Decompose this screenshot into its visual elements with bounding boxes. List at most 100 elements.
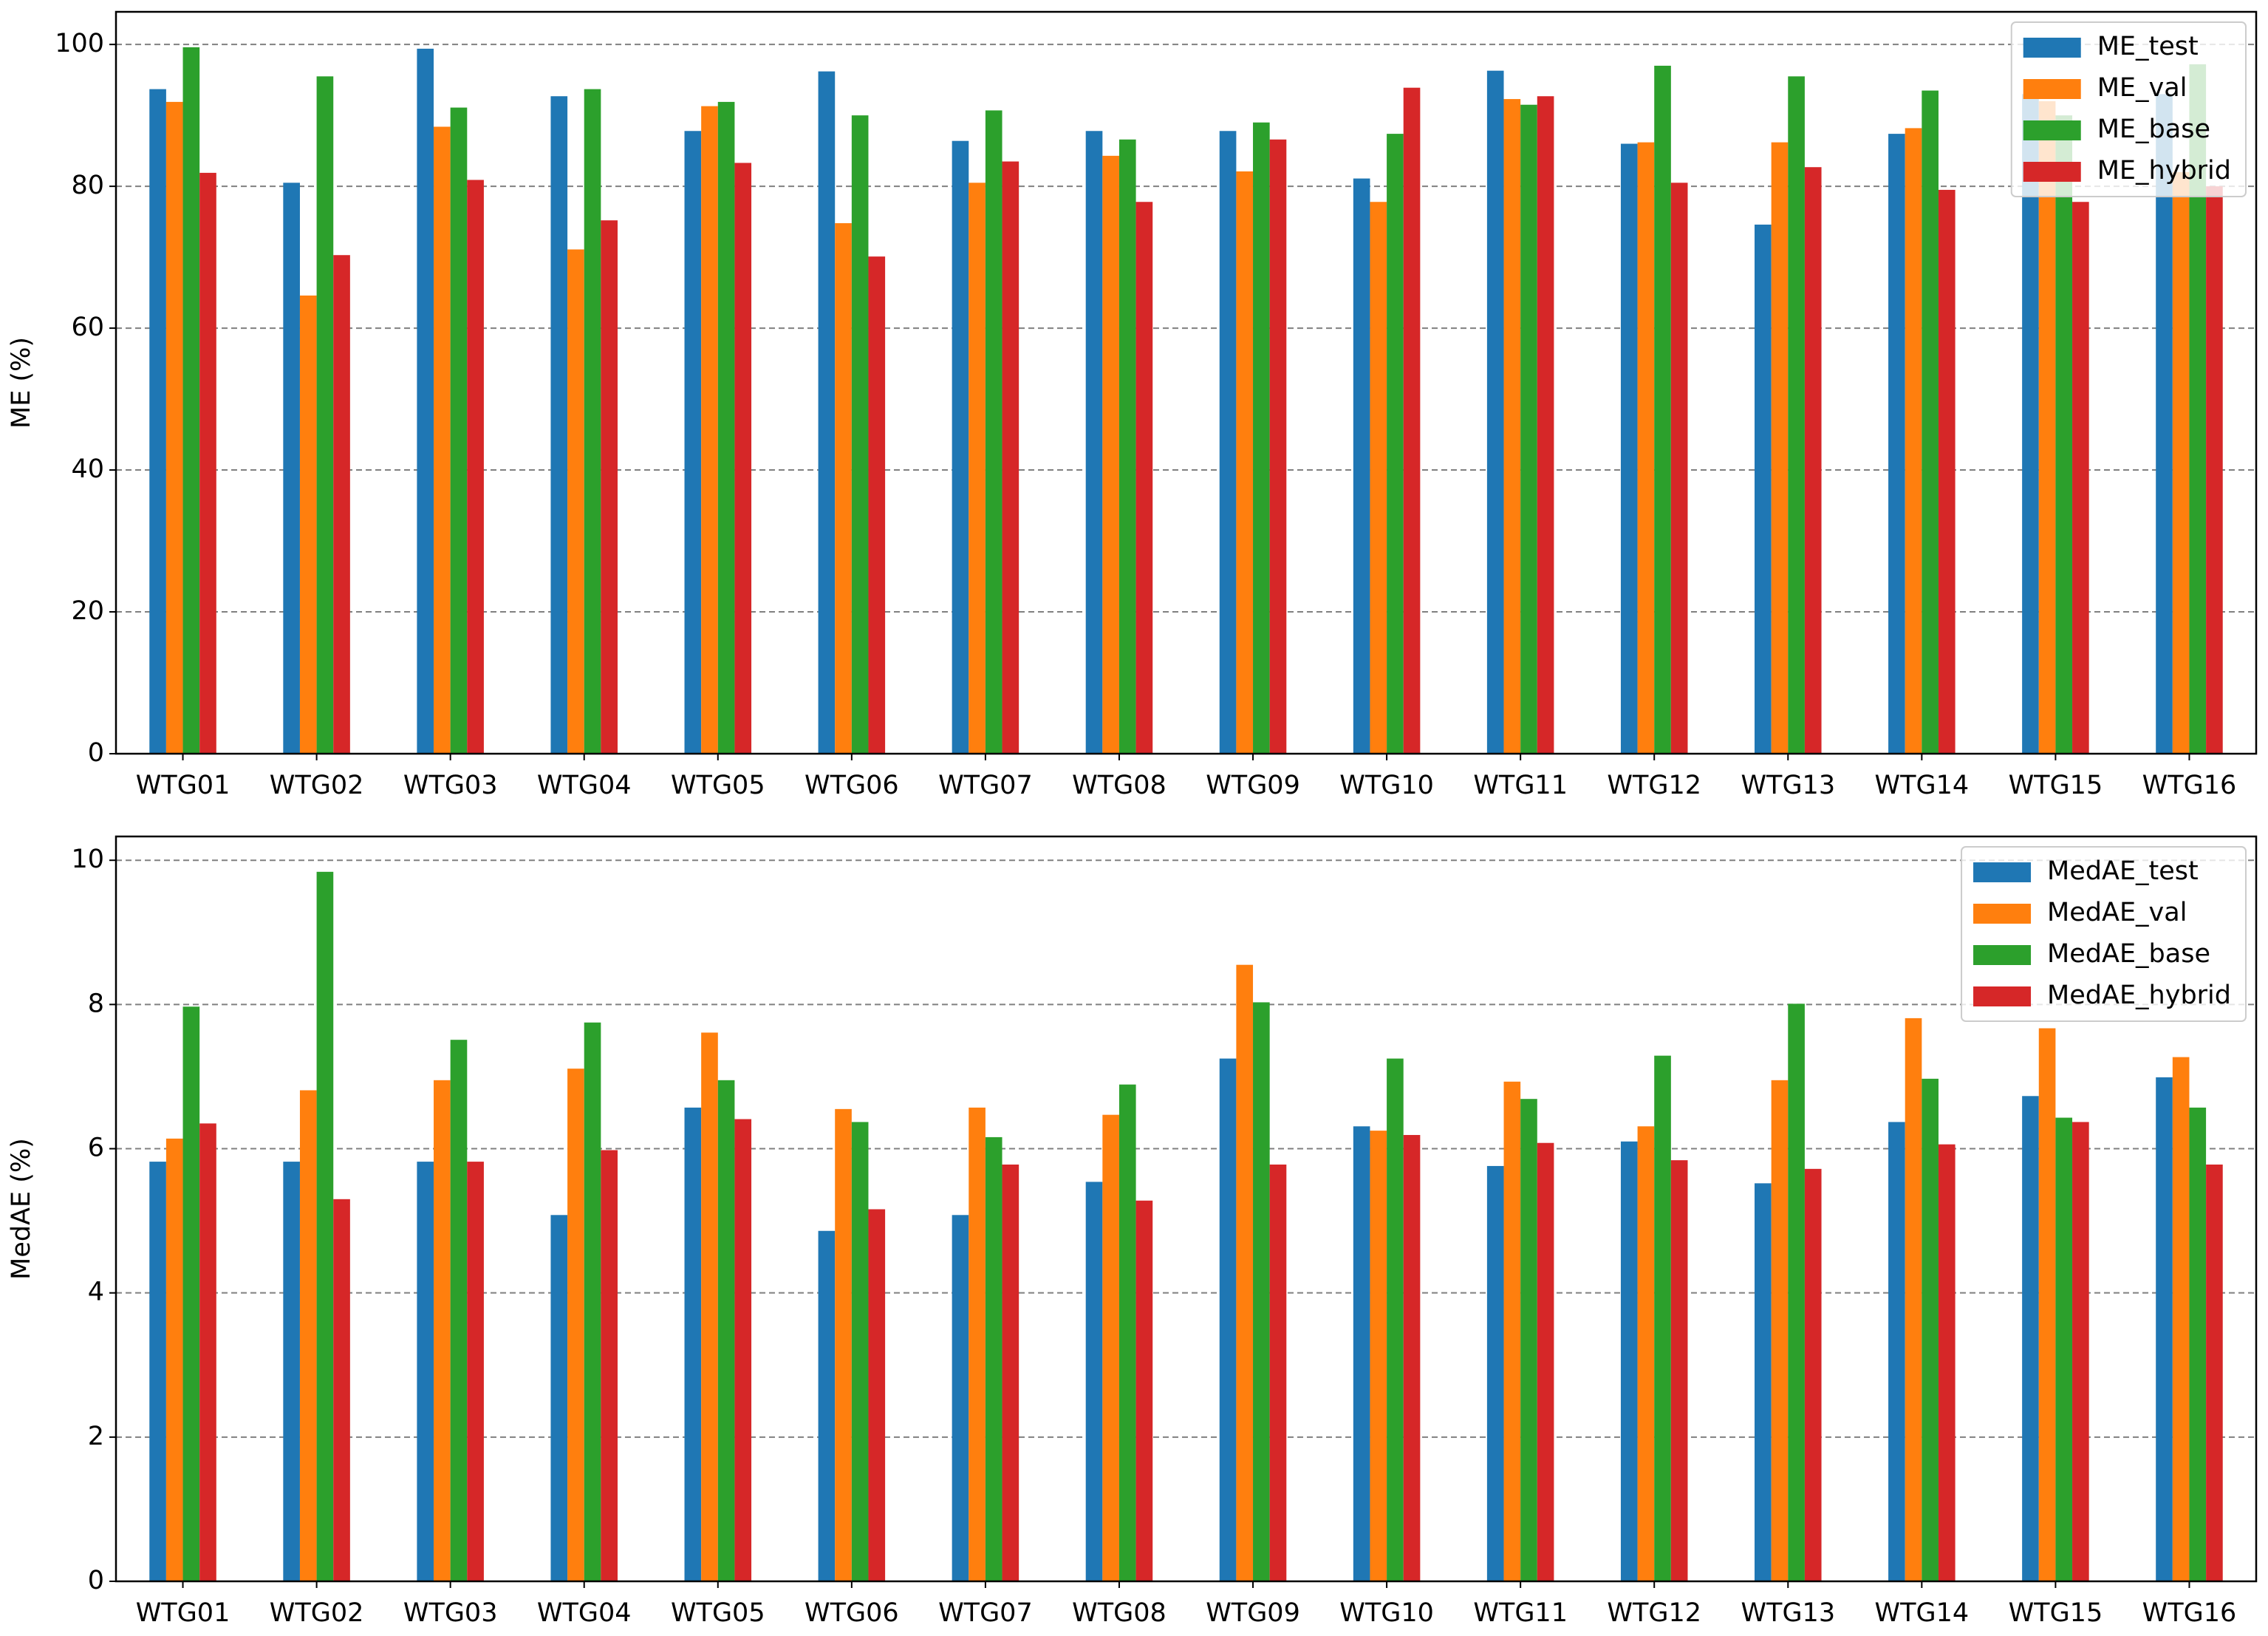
bar	[1353, 178, 1370, 754]
x-tick-label: WTG16	[2142, 1598, 2237, 1628]
bar	[149, 89, 166, 754]
bar	[1755, 1183, 1772, 1581]
bar	[1905, 128, 1922, 754]
x-tick-label: WTG02	[270, 771, 364, 800]
x-tick-label: WTG13	[1741, 771, 1835, 800]
x-tick-label: WTG02	[270, 1598, 364, 1628]
bar	[1486, 1165, 1504, 1581]
legend-label: MedAE_hybrid	[2047, 981, 2231, 1010]
legend-swatch	[2023, 38, 2081, 58]
y-tick-label: 60	[71, 313, 104, 342]
bar	[467, 180, 484, 754]
legend-swatch	[2023, 79, 2081, 99]
bar	[1370, 202, 1387, 754]
bar	[818, 1230, 836, 1581]
y-tick-label: 80	[71, 171, 104, 200]
bar	[1370, 1131, 1387, 1581]
bar	[2206, 1164, 2223, 1581]
bar	[1002, 161, 1019, 754]
x-tick-label: WTG07	[938, 771, 1033, 800]
bar	[2189, 64, 2207, 754]
legend-swatch	[2023, 162, 2081, 182]
bar	[601, 220, 618, 754]
bar	[851, 1122, 869, 1581]
bar	[550, 96, 568, 754]
bar	[1269, 1164, 1287, 1581]
x-tick-label: WTG01	[136, 771, 230, 800]
x-tick-label: WTG03	[403, 1598, 498, 1628]
bar	[2072, 1122, 2089, 1581]
x-tick-label: WTG06	[805, 771, 899, 800]
bar	[467, 1162, 484, 1581]
bar	[1637, 1126, 1655, 1581]
y-axis-label: ME (%)	[7, 337, 36, 429]
x-tick-label: WTG11	[1473, 771, 1568, 800]
bar	[1269, 139, 1287, 754]
bar	[818, 71, 836, 754]
bar	[851, 115, 869, 754]
bar	[1387, 1058, 1404, 1581]
bar	[1219, 1058, 1237, 1581]
x-tick-label: WTG15	[2009, 771, 2103, 800]
bar	[1804, 1168, 1822, 1581]
bar	[1620, 1141, 1638, 1581]
axes-frame	[115, 10, 2258, 755]
bar	[1938, 189, 1956, 754]
bar	[450, 1040, 468, 1581]
bar	[985, 110, 1003, 754]
bar	[316, 76, 334, 754]
bar	[283, 183, 300, 754]
bar	[868, 256, 886, 754]
bar	[2022, 1096, 2039, 1581]
legend-frame	[2010, 21, 2247, 197]
bar	[2156, 1077, 2173, 1581]
x-tick-label: WTG10	[1339, 771, 1434, 800]
bar	[149, 1162, 166, 1581]
axes-frame	[115, 835, 2258, 1583]
bar	[567, 1068, 584, 1581]
legend-frame	[1961, 846, 2247, 1022]
bar	[2172, 171, 2190, 754]
bar	[1236, 171, 1254, 754]
legend-label: MedAE_base	[2047, 939, 2210, 969]
bar	[1620, 143, 1638, 754]
bar	[2055, 115, 2073, 754]
bar	[1135, 1200, 1153, 1581]
bar	[417, 1162, 434, 1581]
x-tick-label: WTG13	[1741, 1598, 1835, 1628]
legend-swatch	[1973, 904, 2032, 924]
bar	[182, 47, 200, 754]
legend-label: ME_test	[2097, 32, 2199, 61]
y-tick-label: 10	[71, 845, 104, 874]
bar	[1670, 183, 1688, 754]
bar	[333, 1199, 350, 1581]
bar	[1537, 1142, 1554, 1581]
bar	[2038, 100, 2056, 754]
bar	[1102, 1114, 1119, 1581]
bar	[601, 1150, 618, 1581]
bar	[1755, 224, 1772, 754]
bar	[1403, 87, 1421, 754]
bar	[969, 1107, 986, 1581]
x-tick-label: WTG06	[805, 1598, 899, 1628]
bar	[283, 1162, 300, 1581]
legend: MedAE_test MedAE_val MedAE_base MedAE_hybri…	[1961, 846, 2247, 1022]
x-tick-label: WTG12	[1607, 771, 1701, 800]
bar	[1888, 1122, 1905, 1581]
y-tick-label: 0	[88, 1566, 104, 1595]
bar	[835, 1108, 852, 1581]
y-tick-label: 2	[88, 1422, 104, 1451]
bar	[1253, 122, 1270, 754]
bar	[1788, 76, 1805, 754]
bar	[1654, 65, 1671, 754]
x-tick-label: WTG07	[938, 1598, 1033, 1628]
legend-swatch	[1973, 862, 2032, 882]
x-tick-label: WTG10	[1339, 1598, 1434, 1628]
bar	[1118, 1084, 1136, 1581]
y-axis-label: MedAE (%)	[7, 1138, 36, 1280]
x-tick-label: WTG11	[1473, 1598, 1568, 1628]
legend-label: ME_base	[2097, 115, 2210, 144]
y-tick-label: 100	[55, 29, 104, 58]
bar	[1804, 167, 1822, 754]
bar	[717, 1080, 735, 1581]
